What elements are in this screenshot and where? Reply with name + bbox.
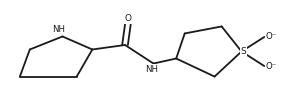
Text: O⁻: O⁻ — [266, 32, 277, 42]
Text: S: S — [241, 47, 247, 56]
Text: NH: NH — [145, 65, 158, 74]
Text: NH: NH — [52, 25, 65, 35]
Text: O: O — [124, 14, 131, 23]
Text: O⁻: O⁻ — [266, 61, 277, 71]
